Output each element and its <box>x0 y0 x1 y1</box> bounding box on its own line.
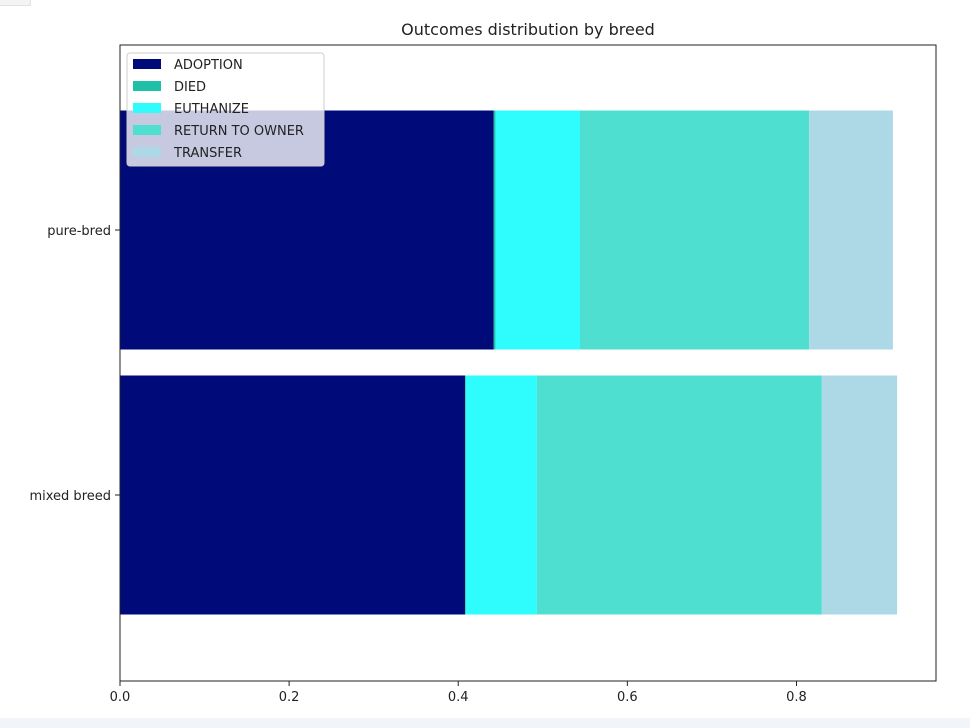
bar-euthanize-pure-bred <box>495 110 581 350</box>
x-axis: 0.0 0.2 0.4 0.6 0.8 <box>110 681 807 705</box>
bar-adoption-mixed-breed <box>120 375 466 615</box>
bar-transfer-mixed-breed <box>821 375 898 615</box>
bars-group <box>120 110 898 615</box>
y-tick-label: pure-bred <box>47 224 111 239</box>
bar-return-to-owner-mixed-breed <box>536 375 822 615</box>
legend-label: RETURN TO OWNER <box>174 124 304 139</box>
x-tick-label: 0.8 <box>786 690 807 705</box>
x-tick-label: 0.2 <box>279 690 300 705</box>
legend-label: DIED <box>174 80 206 95</box>
plot-frame <box>119 44 937 682</box>
legend-swatch <box>133 103 161 113</box>
x-tick-label: 0.6 <box>617 690 638 705</box>
legend-swatch <box>133 125 161 135</box>
cell-corner-tab <box>0 0 31 6</box>
x-tick-label: 0.4 <box>448 690 469 705</box>
legend-label: TRANSFER <box>173 146 242 161</box>
legend-label: ADOPTION <box>174 58 243 73</box>
legend: ADOPTION DIED EUTHANIZE RETURN TO OWNER TRAN… <box>126 52 325 167</box>
y-axis: mixed breed pure-bred <box>29 224 120 504</box>
bar-euthanize-mixed-breed <box>465 375 537 615</box>
y-tick-label: mixed breed <box>29 489 111 504</box>
legend-swatch <box>133 59 161 69</box>
bar-transfer-pure-bred <box>809 110 893 350</box>
x-tick-label: 0.0 <box>110 690 131 705</box>
bar-died-pure-bred <box>493 110 496 350</box>
legend-label: EUTHANIZE <box>174 102 249 117</box>
legend-swatch <box>133 147 161 157</box>
bar-return-to-owner-pure-bred <box>580 110 810 350</box>
legend-swatch <box>133 81 161 91</box>
legend-box <box>126 52 325 167</box>
chart-title: Outcomes distribution by breed <box>401 20 655 39</box>
bar-died-mixed-breed <box>465 375 466 615</box>
notebook-bottom-strip <box>0 718 970 728</box>
